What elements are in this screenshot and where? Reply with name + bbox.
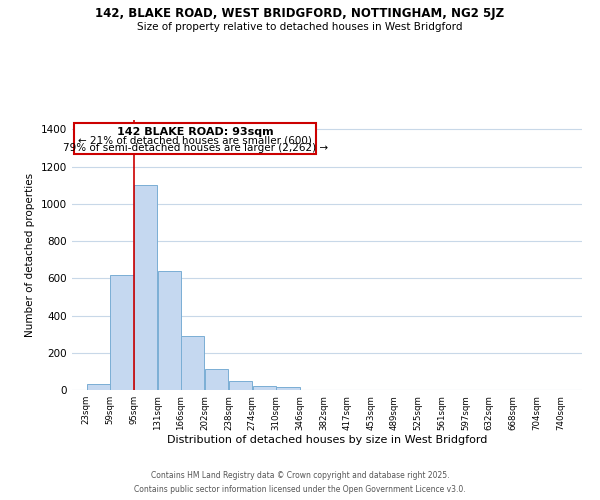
Text: Contains HM Land Registry data © Crown copyright and database right 2025.
Contai: Contains HM Land Registry data © Crown c… <box>134 472 466 494</box>
X-axis label: Distribution of detached houses by size in West Bridgford: Distribution of detached houses by size … <box>167 436 487 446</box>
Text: 79% of semi-detached houses are larger (2,262) →: 79% of semi-detached houses are larger (… <box>62 143 328 153</box>
Bar <box>86 384 110 390</box>
Bar <box>277 387 299 390</box>
Text: ← 21% of detached houses are smaller (600): ← 21% of detached houses are smaller (60… <box>78 136 312 146</box>
Text: Size of property relative to detached houses in West Bridgford: Size of property relative to detached ho… <box>137 22 463 32</box>
Text: 142, BLAKE ROAD, WEST BRIDGFORD, NOTTINGHAM, NG2 5JZ: 142, BLAKE ROAD, WEST BRIDGFORD, NOTTING… <box>95 8 505 20</box>
Bar <box>158 271 181 390</box>
Bar <box>229 380 252 390</box>
Bar <box>181 336 205 390</box>
Y-axis label: Number of detached properties: Number of detached properties <box>25 173 35 337</box>
Bar <box>205 368 228 390</box>
FancyBboxPatch shape <box>74 123 316 154</box>
Bar <box>134 185 157 390</box>
Bar <box>110 274 134 390</box>
Text: 142 BLAKE ROAD: 93sqm: 142 BLAKE ROAD: 93sqm <box>117 128 274 138</box>
Bar <box>253 386 276 390</box>
